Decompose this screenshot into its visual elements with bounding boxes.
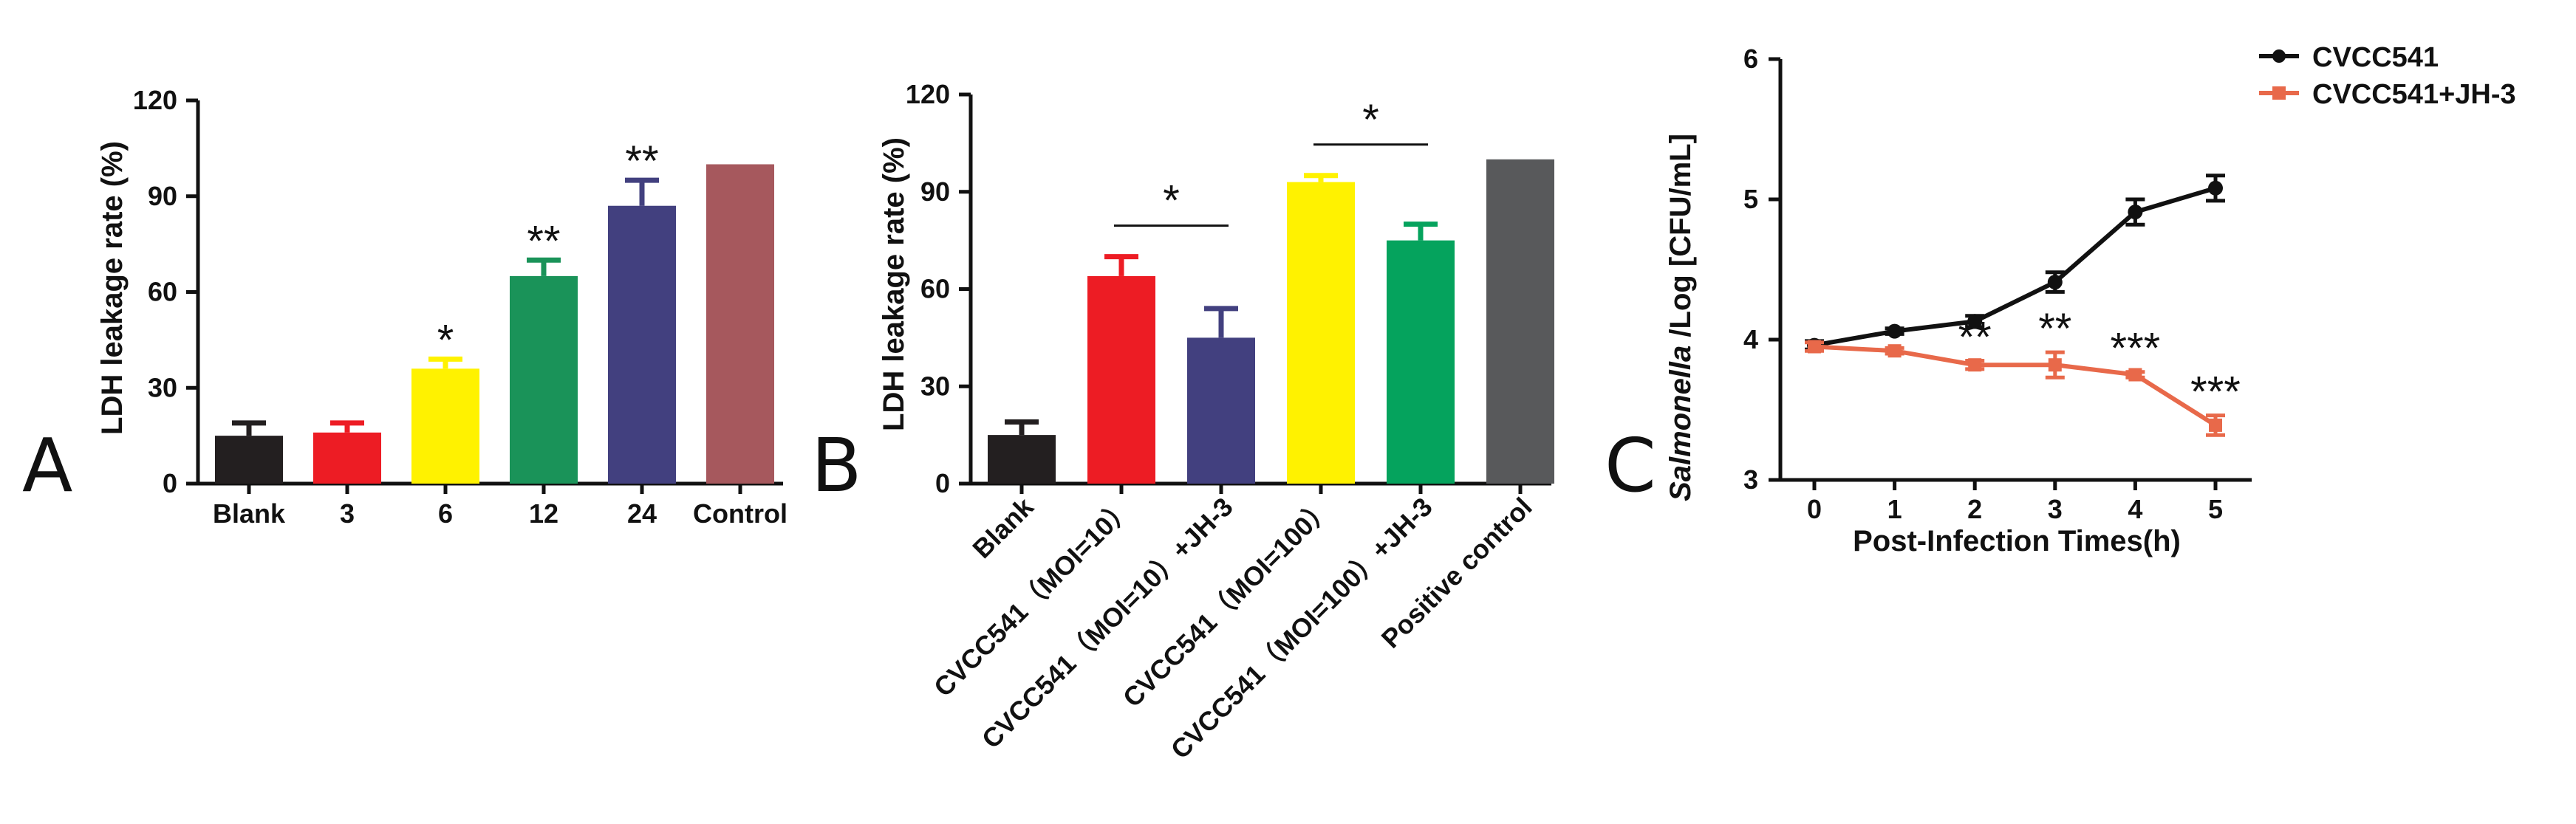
a-bar [510,275,578,484]
a-x-tick-label: Blank [213,498,286,529]
c-x-tick-label: 0 [1807,494,1822,524]
c-y-tick-label: 5 [1743,184,1758,214]
b-comparison-label: * [1163,177,1180,225]
c-point-0 [2208,180,2223,196]
panel-b: B LDH leakage rate (%) 0 30 60 90 120 BlankC… [811,79,1554,765]
b-y-tick-label: 90 [920,176,950,207]
b-bar [1287,182,1355,484]
c-point-1 [1887,344,1902,358]
panel-c: C Salmonella /Log [CFU/mL] Post-Infectio… [1605,42,2516,557]
panel-b-letter: B [811,422,862,509]
b-comparison-label: * [1362,96,1379,144]
b-y-tick-label: 120 [906,79,950,109]
a-y-tick-label: 30 [148,372,177,402]
c-point-1 [2048,358,2062,372]
a-bar [215,436,283,484]
panel-b-y-axis-title: LDH leakage rate (%) [878,137,910,431]
panel-c-y-axis-title-rest: /Log [CFU/mL] [1664,134,1697,346]
c-point-1 [1808,340,1821,354]
legend-marker-cvcc541 [2272,49,2286,63]
c-point-0 [1967,314,1983,329]
c-significance-label: ** [2038,305,2071,353]
panel-a-letter: A [22,422,72,509]
c-significance-label: ** [1958,314,1992,362]
a-x-tick-label: 3 [340,498,355,529]
legend-label-cvcc541: CVCC541 [2312,42,2439,73]
legend-label-cvcc541-jh3: CVCC541+JH-3 [2312,79,2516,110]
a-bar [706,164,774,484]
b-bar [1486,159,1554,484]
c-y-tick-label: 3 [1743,464,1758,495]
panel-c-y-axis-title: Salmonella /Log [CFU/mL] [1664,134,1697,501]
a-x-tick-label: 24 [627,498,657,529]
b-bar [988,435,1056,484]
panel-c-y-axis-title-italic: Salmonella [1664,346,1697,501]
b-y-tick-label: 60 [920,274,950,304]
c-point-1 [2128,368,2142,382]
c-significance-label: *** [2111,325,2161,373]
b-y-tick-label: 30 [920,371,950,401]
a-bar [411,368,479,484]
c-x-tick-label: 4 [2128,494,2142,524]
b-x-tick-label: Blank [966,491,1039,564]
a-y-tick-label: 60 [148,277,177,307]
c-point-0 [1887,323,1902,339]
c-series-line-1 [1814,344,2217,428]
panel-c-letter: C [1605,422,1656,509]
legend-marker-cvcc541-jh3 [2272,86,2286,100]
a-bar [608,205,676,484]
panel-a-y-axis-title: LDH leakage rate (%) [96,141,129,435]
b-bar [1387,240,1455,484]
a-x-tick-label: Control [693,498,788,529]
panel-c-x-axis-title: Post-Infection Times(h) [1853,525,2181,557]
a-y-tick-label: 120 [133,85,177,115]
b-bar [1087,275,1155,484]
c-x-tick-label: 1 [1887,494,1902,524]
c-y-tick-label: 6 [1743,44,1758,74]
a-significance-label: ** [527,217,560,265]
c-point-1 [2209,418,2222,432]
c-x-tick-label: 3 [2048,494,2063,524]
c-x-tick-label: 2 [1967,494,1982,524]
c-y-tick-label: 4 [1743,324,1758,354]
a-significance-label: * [437,316,454,364]
a-x-tick-label: 6 [438,498,453,529]
c-significance-label: *** [2190,368,2241,416]
a-y-tick-label: 0 [163,468,177,498]
a-significance-label: ** [625,137,658,185]
b-x-tick-label: CVCC541（MOI=10） [928,492,1139,703]
a-bar [313,432,381,484]
c-x-tick-label: 5 [2208,494,2223,524]
c-point-1 [1968,358,1982,372]
c-series-line-0 [1814,185,2216,348]
a-y-tick-label: 90 [148,181,177,211]
a-x-tick-label: 12 [529,498,558,529]
c-point-0 [2047,275,2063,290]
b-y-tick-label: 0 [935,468,950,498]
b-bar [1187,337,1255,484]
panel-c-legend: CVCC541 CVCC541+JH-3 [2259,42,2516,110]
c-point-0 [2128,205,2143,220]
